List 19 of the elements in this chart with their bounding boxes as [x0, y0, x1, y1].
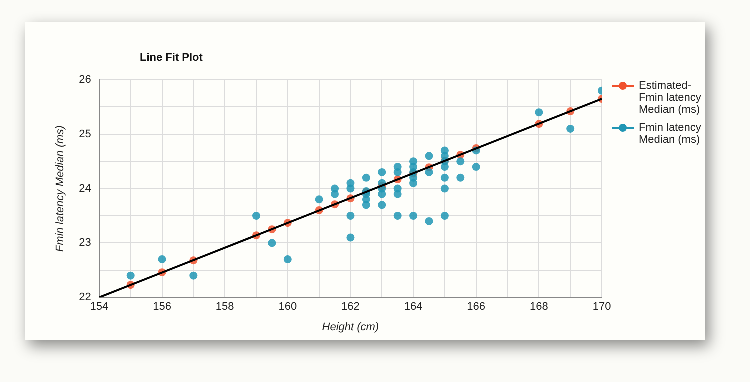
y-tick-label: 26: [79, 74, 92, 86]
x-axis-title: Height (cm): [322, 321, 380, 334]
y-tick-label: 23: [79, 237, 92, 250]
legend-label: Estimated-Fmin latency Median (ms): [639, 80, 702, 116]
x-tick-label: 154: [90, 301, 109, 314]
y-tick-label: 22: [79, 292, 92, 304]
x-tick-label: 162: [342, 301, 360, 314]
legend-label: Fmin latency Median (ms): [639, 122, 702, 146]
y-axis-title: Fmin latency Median (ms): [54, 125, 67, 252]
x-tick-label: 168: [530, 301, 548, 314]
chart-title: Line Fit Plot: [140, 52, 204, 64]
x-tick-label: 164: [404, 301, 423, 314]
y-tick-label: 25: [79, 128, 92, 140]
x-tick-label: 156: [153, 301, 172, 314]
x-tick-label: 158: [216, 301, 234, 314]
y-tick-label: 24: [79, 182, 92, 195]
x-tick-label: 160: [278, 301, 298, 314]
x-tick-label: 166: [467, 301, 486, 314]
x-tick-label: 170: [592, 301, 612, 314]
